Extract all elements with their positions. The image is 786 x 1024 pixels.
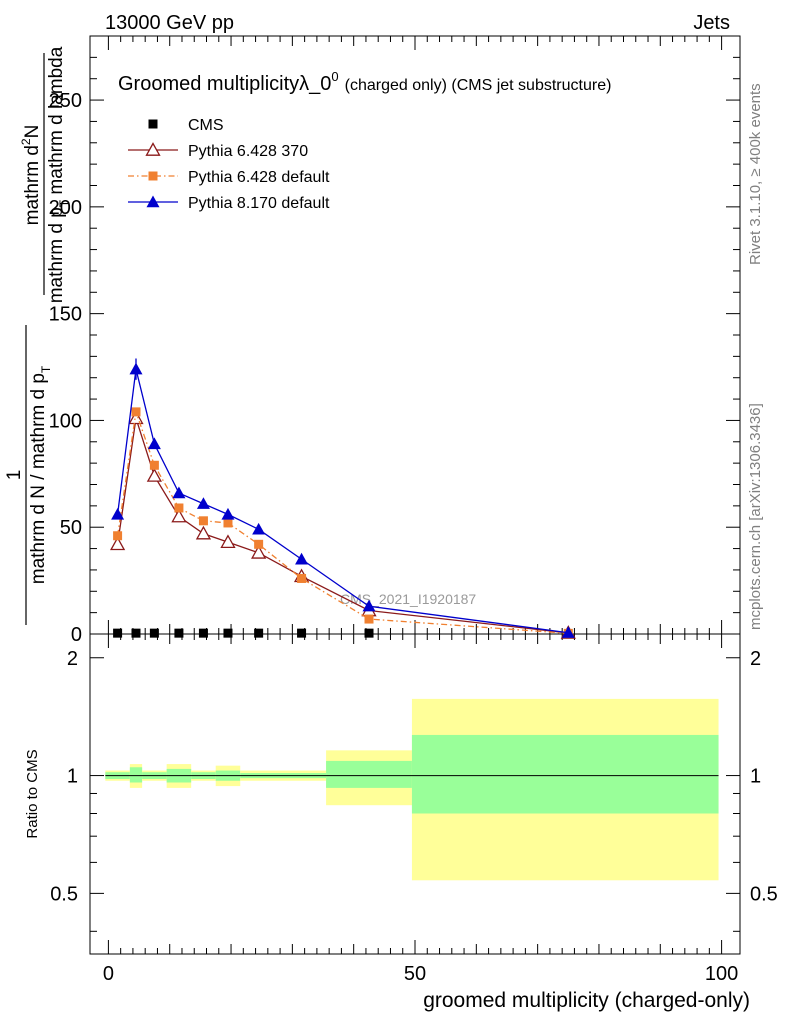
ratio-ytick-label-right: 1 (750, 766, 761, 788)
point-pythia-6-428-default (364, 614, 374, 624)
point-cms (174, 628, 184, 638)
point-pythia-8-170-default (172, 486, 186, 499)
header-energy: 13000 GeV pp (105, 12, 234, 34)
ratio-ytick-label: 1 (67, 766, 78, 788)
point-cms (113, 628, 123, 638)
point-pythia-6-428-370 (128, 410, 144, 425)
series-line-pythia-6-428-370 (116, 418, 569, 634)
point-pythia-8-170-default (295, 552, 309, 565)
series-layer (109, 358, 576, 639)
point-cms (198, 628, 208, 638)
main-axis-ticks: 0 50 100 150 200 250 (49, 36, 740, 646)
point-pythia-6-428-default (223, 518, 233, 528)
title-symbol: λ_0 (299, 73, 331, 95)
series-line-pythia-8-170-default (116, 369, 569, 634)
main-ytick-label: 50 (60, 517, 82, 539)
main-ytick-label: 200 (49, 197, 82, 219)
point-pythia-6-428-default (131, 407, 141, 417)
point-cms (149, 628, 159, 638)
ylabel-num-top: mathrm d (22, 145, 43, 225)
point-cms (131, 628, 141, 638)
point-pythia-8-170-default (111, 507, 125, 520)
point-cms (223, 628, 233, 638)
point-pythia-6-428-default (254, 539, 264, 549)
point-pythia-6-428-default (174, 503, 184, 513)
point-pythia-6-428-370 (171, 508, 187, 523)
title-main: Groomed multiplicity (118, 73, 299, 95)
rivet-label: Rivet 3.1.10, ≥ 400k events (747, 83, 764, 265)
ratio-inner-band-7 (326, 760, 412, 788)
point-pythia-8-170-default (196, 497, 210, 509)
svg-text:mathrm d pT mathrm d lambda: mathrm d pT mathrm d lambda (46, 46, 71, 303)
point-pythia-6-428-370 (195, 525, 212, 540)
plot-title: Groomed multiplicityλ_00 (charged only) (… (118, 69, 611, 95)
legend-marker-pythia-6-428-370 (145, 142, 161, 156)
title-superscript: 0 (331, 69, 338, 84)
point-pythia-6-428-default (113, 531, 123, 541)
point-pythia-8-170-default (147, 437, 161, 450)
point-pythia-6-428-default (149, 460, 159, 470)
point-pythia-6-428-default (198, 516, 208, 526)
main-ytick-label: 100 (49, 410, 82, 432)
point-cms (254, 628, 264, 638)
point-pythia-6-428-370 (109, 536, 126, 551)
xtick-label: 100 (705, 963, 738, 985)
point-cms (364, 628, 374, 638)
point-pythia-8-170-default (252, 522, 266, 535)
ylabel-den-rest: mathrm d lambda (46, 46, 67, 200)
legend-label-pythia-6-428-370: Pythia 6.428 370 (188, 143, 308, 160)
xtick-label: 50 (404, 963, 426, 985)
ylabel-den: mathrm d p (46, 207, 67, 303)
header-process: Jets (693, 12, 730, 34)
ratio-inner-band-8 (411, 734, 719, 814)
legend: CMS Pythia 6.428 370 Pythia 6.428 default P… (128, 117, 330, 212)
point-pythia-8-170-default (561, 626, 575, 638)
ratio-y-label: Ratio to CMS (24, 749, 41, 838)
ratio-ytick-label: 2 (67, 648, 78, 670)
point-pythia-8-170-default (362, 599, 376, 612)
ratio-ytick-label: 0.5 (50, 883, 78, 905)
x-axis-label: groomed multiplicity (charged-only) (423, 989, 750, 1012)
main-ytick-label: 150 (49, 304, 82, 326)
ratio-ytick-label-right: 2 (750, 648, 761, 670)
main-ytick-label: 0 (71, 624, 82, 646)
ratio-ytick-label-right: 0.5 (750, 883, 778, 905)
svg-text:mathrm d N / mathrm d pT: mathrm d N / mathrm d pT (28, 365, 53, 584)
ylabel-num-sup: 2 (19, 138, 33, 145)
legend-label-pythia-6-428-default: Pythia 6.428 default (188, 169, 330, 186)
point-pythia-8-170-default (221, 507, 235, 520)
legend-marker-cms (148, 119, 158, 129)
ylabel-prefactor-num: 1 (4, 470, 25, 481)
point-pythia-6-428-370 (220, 534, 236, 549)
mcplots-label: mcplots.cern.ch [arXiv:1306.3436] (747, 403, 764, 630)
legend-label-cms: CMS (188, 117, 224, 134)
ylabel-num-mid: N (22, 125, 43, 139)
title-rest: (charged only) (CMS jet substructure) (345, 77, 612, 94)
svg-text:mathrm d2N: mathrm d2N (19, 125, 43, 226)
point-pythia-6-428-370 (146, 468, 162, 482)
ylabel-den-sub: T (57, 199, 71, 207)
point-cms (297, 628, 307, 638)
point-pythia-6-428-default (297, 573, 307, 583)
xtick-label: 0 (103, 963, 114, 985)
ratio-axis-ticks: 0.5 0.5 1 1 2 2 0 50 100 (50, 634, 778, 985)
analysis-watermark: CMS_2021_I1920187 (340, 591, 476, 607)
ratio-bands (105, 698, 719, 881)
ylabel-prefactor-den: mathrm d N / mathrm d p (28, 373, 49, 584)
ratio-inner-band-1 (129, 767, 143, 783)
legend-marker-pythia-8-170-default (146, 195, 160, 208)
legend-label-pythia-8-170-default: Pythia 8.170 default (188, 195, 330, 212)
point-pythia-6-428-370 (251, 545, 267, 559)
legend-marker-pythia-6-428-default (148, 171, 158, 181)
ylabel-prefactor-sub: T (39, 365, 53, 373)
series-line-pythia-6-428-default (116, 411, 569, 635)
main-ytick-label: 250 (49, 90, 82, 112)
main-y-label: mathrm d2N mathrm d pT mathrm d lambda 1… (4, 46, 71, 625)
